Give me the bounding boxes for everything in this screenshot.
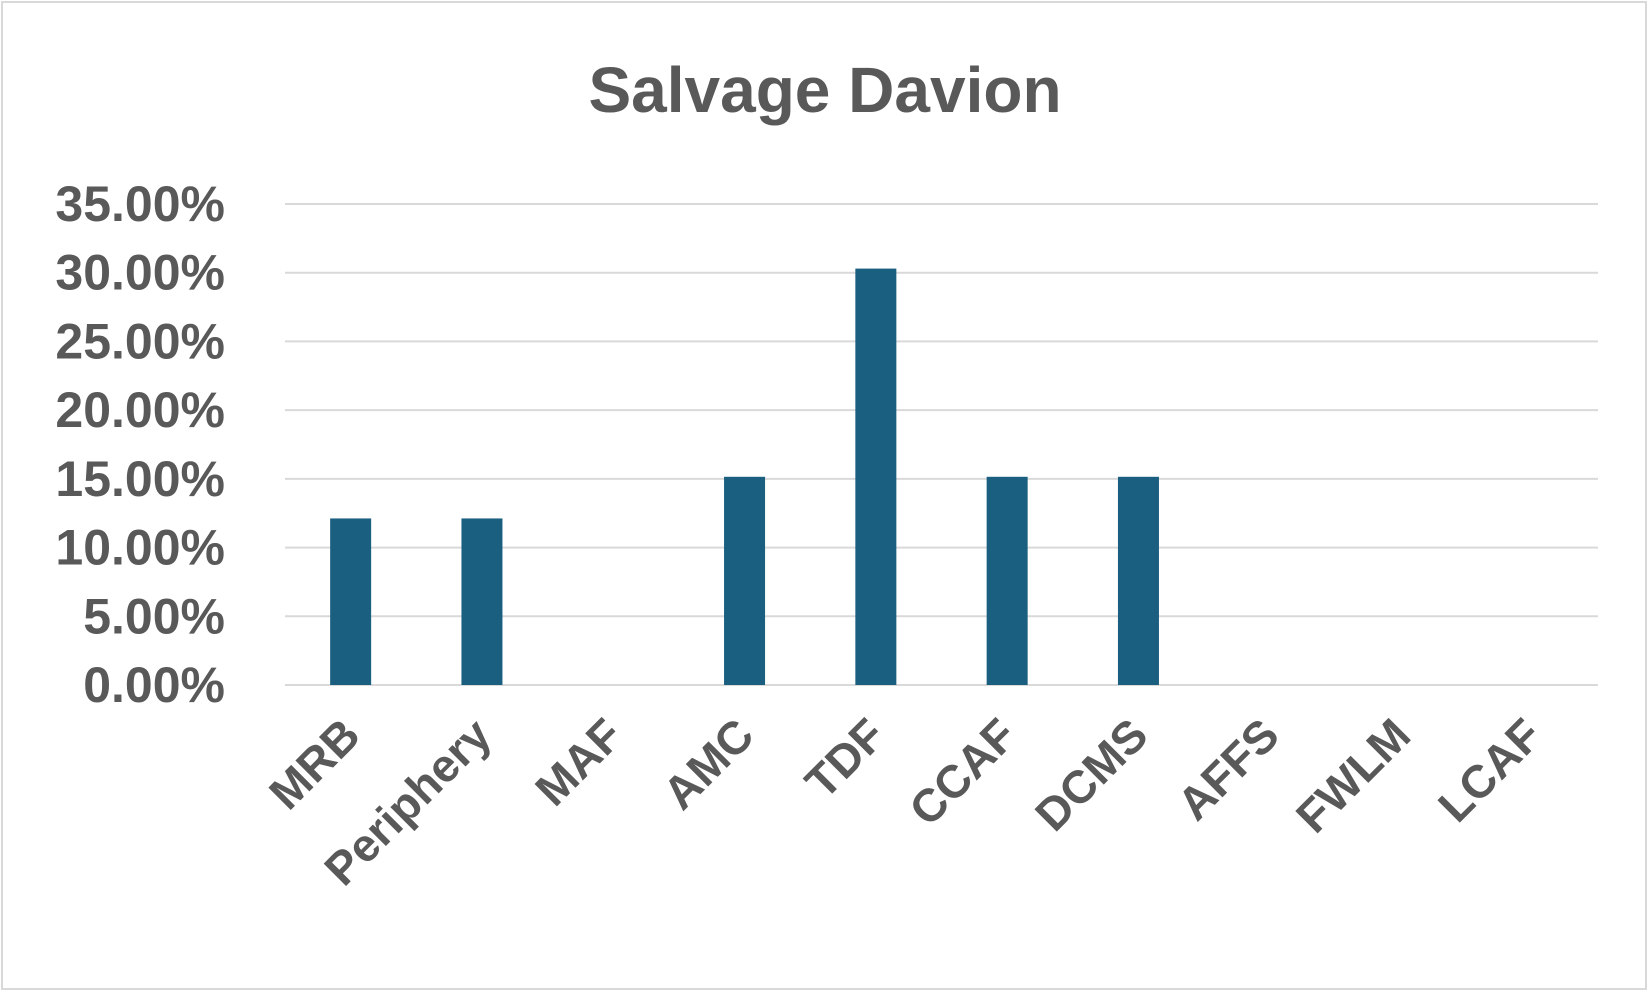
x-tick-label: MRB	[259, 708, 370, 819]
bar-ccaf	[986, 476, 1028, 685]
y-tick-label: 35.00%	[55, 176, 225, 232]
x-tick-label: LCAF	[1428, 708, 1551, 831]
y-axis-ticks: 0.00% 5.00% 10.00% 15.00% 20.00% 25.00% 30.00%…	[55, 176, 225, 713]
y-tick-label: 15.00%	[55, 451, 225, 507]
bar-tdf	[855, 268, 897, 685]
x-tick-label: MAF	[525, 708, 632, 815]
y-tick-label: 20.00%	[55, 382, 225, 438]
y-tick-label: 30.00%	[55, 245, 225, 301]
x-tick-label: AFFS	[1167, 708, 1289, 830]
y-tick-label: 0.00%	[83, 657, 225, 713]
bar-amc	[724, 476, 766, 685]
bars	[330, 268, 1159, 685]
x-tick-label: DCMS	[1025, 708, 1158, 841]
bar-periphery	[461, 518, 503, 685]
bar-mrb	[330, 518, 372, 685]
x-tick-label: AMC	[653, 708, 764, 819]
x-tick-label: TDF	[795, 708, 895, 808]
gridlines	[285, 203, 1598, 686]
bar-dcms	[1117, 476, 1159, 685]
y-tick-label: 5.00%	[83, 588, 225, 644]
x-tick-label: FWLM	[1286, 708, 1420, 842]
x-tick-label: CCAF	[899, 708, 1026, 835]
chart-title: Salvage Davion	[588, 54, 1061, 126]
y-tick-label: 10.00%	[55, 520, 225, 576]
y-tick-label: 25.00%	[55, 313, 225, 369]
